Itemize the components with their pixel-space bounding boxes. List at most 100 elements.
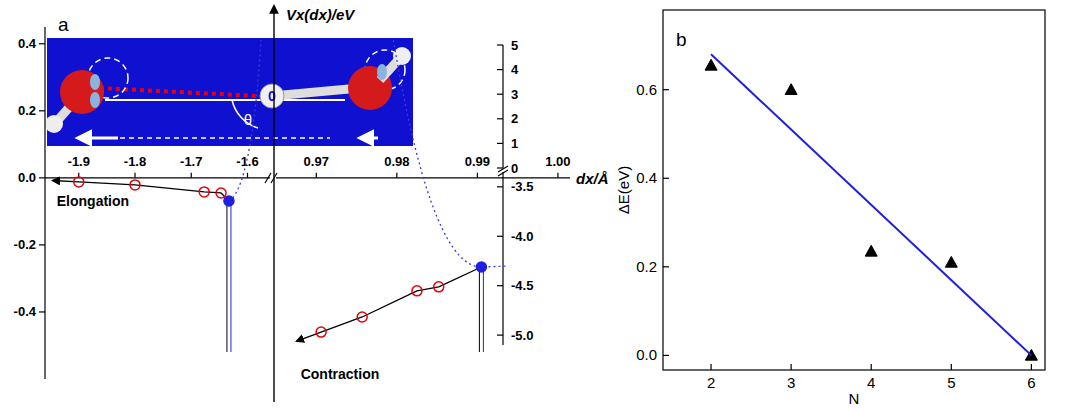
point (945, 256, 957, 267)
point (130, 180, 140, 190)
point (216, 188, 226, 198)
x-tick-label: 4 (867, 374, 875, 391)
y2-tick (497, 69, 503, 70)
y-tick (663, 355, 669, 356)
y2-tick-label: 1 (511, 136, 518, 151)
fit-line (711, 54, 1031, 355)
guide-line (483, 267, 484, 352)
guide-line (226, 201, 227, 352)
inset-label: θ (244, 111, 252, 128)
y2-tick (497, 118, 503, 119)
x-tick-label: -1.7 (180, 154, 202, 169)
x-tick (316, 173, 317, 178)
y-tick-label: -0.2 (14, 237, 36, 252)
atom-h (45, 115, 63, 133)
x-tick (871, 364, 872, 370)
x-tick-label: -1.8 (124, 154, 146, 169)
y2-tick (497, 44, 503, 45)
y2-tick (497, 335, 503, 336)
y2-tick-label: 5 (511, 38, 518, 53)
point (865, 245, 877, 256)
panel-label: b (676, 29, 687, 50)
y-tick-label: 0.0 (636, 346, 657, 363)
y2-axis-title: Vx(dx)/eV (286, 6, 356, 23)
x-tick (710, 364, 711, 370)
y2-tick-label: -3.5 (511, 179, 533, 194)
y-tick (39, 110, 45, 111)
x-tick-label: 1.00 (545, 154, 570, 169)
y2-tick-label: -4.0 (511, 229, 533, 244)
point (785, 84, 797, 95)
panel-label: a (58, 14, 69, 35)
annotation: Elongation (57, 193, 129, 209)
bond (272, 88, 360, 96)
y-axis-title: ΔE(eV) (615, 166, 632, 214)
y-tick (39, 43, 45, 44)
orbital (90, 74, 100, 90)
x-tick (396, 173, 397, 178)
x-axis-title: dx/Å (576, 170, 609, 187)
axis-break (498, 166, 508, 176)
y-tick-label: 0.0 (18, 170, 36, 185)
point (316, 327, 326, 337)
inset-axis (105, 99, 345, 101)
y2-tick (497, 285, 503, 286)
x-tick-label: 5 (947, 374, 955, 391)
inset: 0θ (45, 38, 413, 146)
plot-area (705, 54, 1037, 360)
y-tick-label: 0.2 (636, 258, 657, 275)
potential-curve (393, 40, 507, 267)
point (74, 177, 84, 187)
x-tick-label: 0.98 (384, 154, 409, 169)
figure: 0θ-0.4-0.20.00.20.4-1.9-1.8-1.7-1.60.970… (0, 0, 1075, 411)
x-tick-label: -1.9 (68, 154, 90, 169)
y-tick-label: 0.4 (636, 169, 657, 186)
x-tick (557, 173, 558, 178)
atom-h (260, 84, 284, 108)
y-tick (663, 89, 669, 90)
y2-tick-label: -5.0 (511, 328, 533, 343)
annotation: Contraction (301, 366, 380, 382)
y-tick-label: -0.4 (14, 304, 37, 319)
x-tick (247, 173, 248, 178)
y-tick (39, 244, 45, 245)
x-tick-label: 0.99 (465, 154, 490, 169)
y2-tick-label: 2 (511, 111, 518, 126)
y-tick-label: 0.4 (18, 36, 37, 51)
x-tick (791, 364, 792, 370)
panel-b: 234560.00.20.40.6NΔE(eV)b (615, 10, 1045, 407)
x-tick (951, 364, 952, 370)
atom-o (60, 70, 104, 114)
panel-a: 0θ-0.4-0.20.00.20.4-1.9-1.8-1.7-1.60.970… (14, 6, 609, 402)
angle-arc (232, 100, 258, 128)
y2-tick (497, 186, 503, 187)
y2-tick-label: 4 (511, 62, 519, 77)
point (412, 286, 422, 296)
guide-line (230, 201, 231, 352)
point (476, 262, 486, 272)
y2-axis (502, 172, 503, 345)
y2-axis (502, 45, 503, 168)
x-tick (134, 173, 135, 178)
point (199, 187, 209, 197)
y2-tick-label: 3 (511, 87, 518, 102)
axis-break (265, 173, 277, 183)
inset-background (47, 38, 413, 146)
point (357, 312, 367, 322)
trend-arrow (297, 267, 482, 341)
point (705, 59, 717, 70)
series (316, 282, 444, 337)
y2-tick (497, 167, 503, 168)
inset-arrow (78, 137, 118, 140)
y2-tick (497, 94, 503, 95)
x-tick (1031, 364, 1032, 370)
energy-axis (273, 6, 274, 402)
inset-dashed (120, 137, 330, 139)
point (224, 196, 234, 206)
x-tick (477, 173, 478, 178)
orbital (377, 64, 387, 80)
y-tick (663, 178, 669, 179)
point (434, 282, 444, 292)
guide-line (479, 267, 480, 352)
x-axis-title: N (849, 390, 860, 407)
